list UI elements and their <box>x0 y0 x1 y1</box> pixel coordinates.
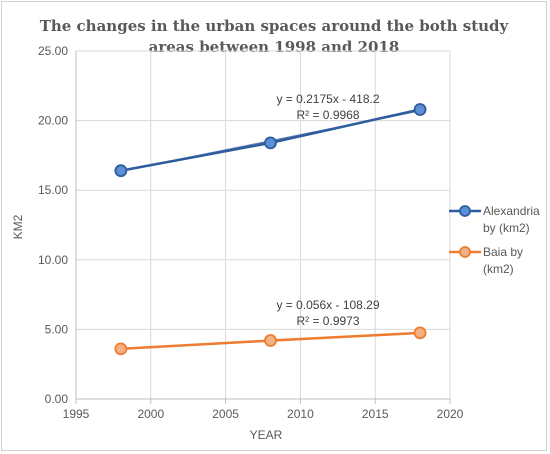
y-tick-label: 15.00 <box>38 183 68 197</box>
series-layer <box>114 103 427 356</box>
data-point-alexandria[interactable] <box>114 164 128 178</box>
data-point-alexandria[interactable] <box>413 103 427 116</box>
y-tick-label: 0.00 <box>45 392 69 406</box>
x-tick-label: 2015 <box>362 407 389 421</box>
x-tick-label: 2010 <box>287 407 314 421</box>
legend-label-baia-1: Baia by <box>483 245 523 259</box>
legend-label-alexandria-1: Alexandria <box>483 204 540 218</box>
y-tick-label: 10.00 <box>38 253 68 267</box>
x-tick-label: 1995 <box>63 407 90 421</box>
series-baia <box>114 326 427 356</box>
x-tick-labels: 1995 2000 2005 2010 2015 2020 <box>63 407 464 421</box>
series-alexandria <box>114 103 427 178</box>
alexandria-trend-equation: y = 0.2175x - 418.2 <box>276 92 379 106</box>
legend-marker-alexandria <box>459 205 471 217</box>
x-tick-label: 2005 <box>212 407 239 421</box>
legend-label-baia-2: (km2) <box>483 262 514 276</box>
legend-marker-baia <box>459 246 471 258</box>
x-tick-label: 2000 <box>137 407 164 421</box>
axes <box>75 51 451 404</box>
y-tick-labels: 0.00 5.00 10.00 15.00 20.00 25.00 <box>38 44 68 406</box>
y-axis-title: KM2 <box>11 214 25 239</box>
data-point-baia[interactable] <box>114 342 128 356</box>
y-tick-label: 25.00 <box>38 44 68 58</box>
gridlines <box>76 50 451 399</box>
chart-title-line-1: The changes in the urban spaces around t… <box>40 17 510 35</box>
data-point-baia[interactable] <box>264 334 277 347</box>
baia-trend-equation: y = 0.056x - 108.29 <box>276 298 379 312</box>
chart-title: The changes in the urban spaces around t… <box>40 17 510 56</box>
legend-item-alexandria[interactable]: Alexandria by (km2) <box>449 204 540 235</box>
legend-label-alexandria-2: by (km2) <box>483 221 530 235</box>
alexandria-trend-r2: R² = 0.9968 <box>296 108 359 122</box>
y-tick-label: 5.00 <box>45 322 69 336</box>
x-tick-label: 2020 <box>437 407 464 421</box>
x-axis-title: YEAR <box>250 428 283 442</box>
data-point-baia[interactable] <box>413 326 427 340</box>
legend: Alexandria by (km2) Baia by (km2) <box>449 204 540 276</box>
y-tick-label: 20.00 <box>38 114 68 128</box>
baia-trend-r2: R² = 0.9973 <box>296 314 359 328</box>
data-point-alexandria[interactable] <box>264 136 277 150</box>
chart-title-line-2: areas between 1998 and 2018 <box>149 38 400 56</box>
legend-item-baia[interactable]: Baia by (km2) <box>449 245 523 276</box>
trendline-equations: y = 0.2175x - 418.2 R² = 0.9968 y = 0.05… <box>276 92 379 328</box>
